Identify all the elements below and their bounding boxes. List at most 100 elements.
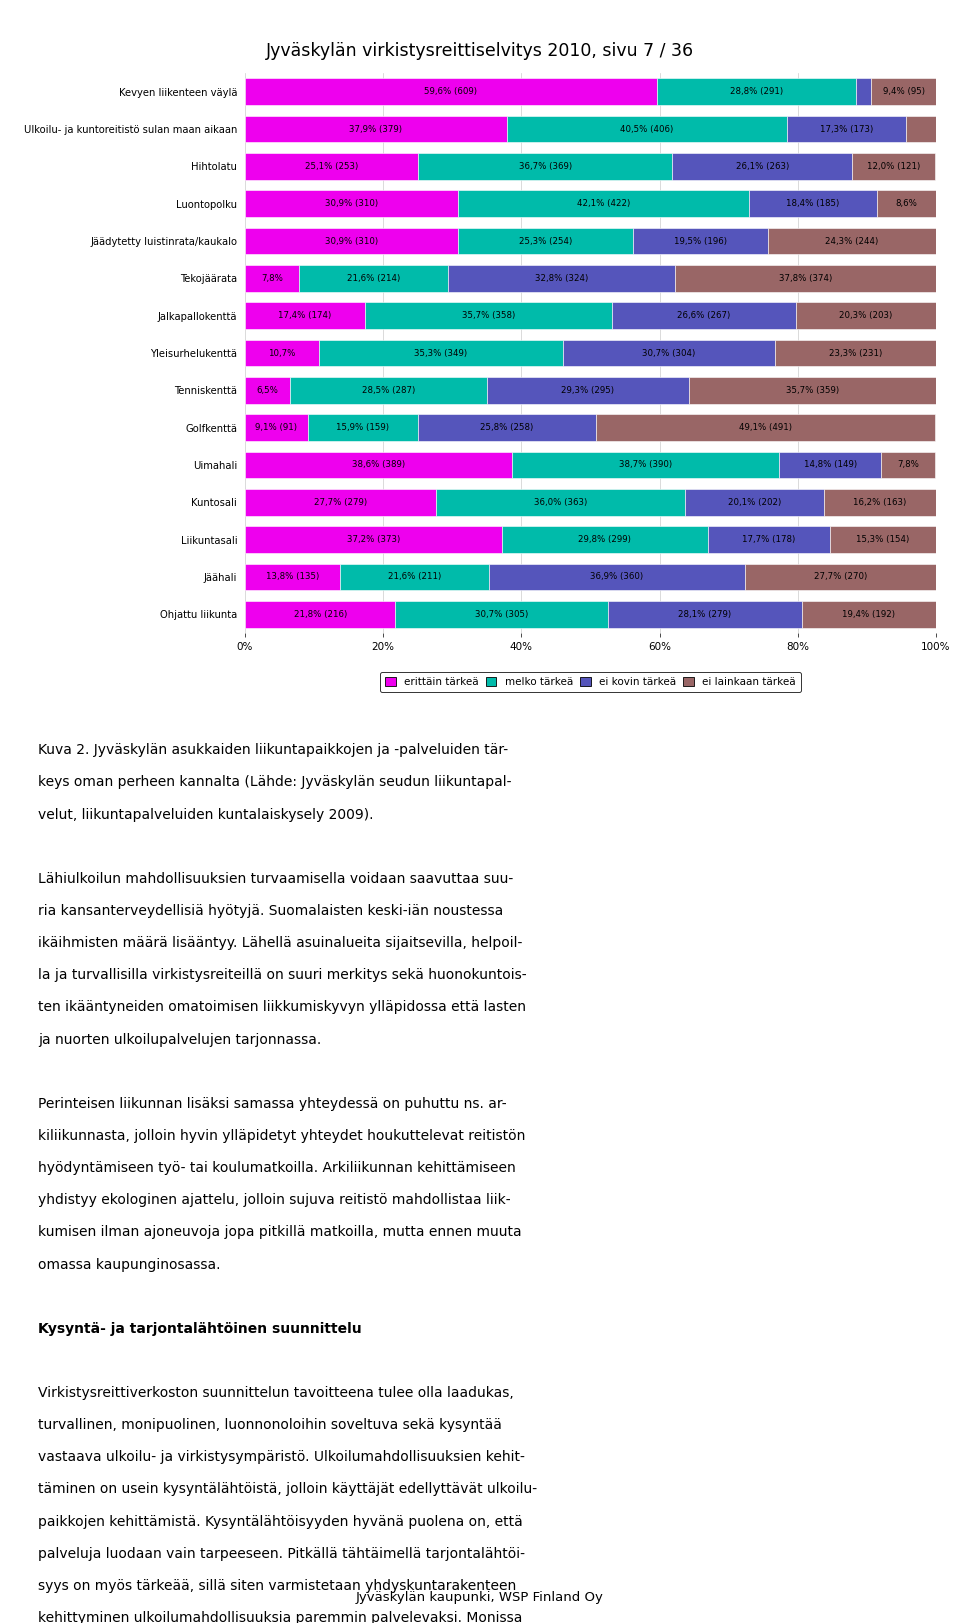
Text: la ja turvallisilla virkistysreiteillä on suuri merkitys sekä huonokuntois-: la ja turvallisilla virkistysreiteillä o…	[38, 969, 527, 982]
Text: yhdistyy ekologinen ajattelu, jolloin sujuva reitistö mahdollistaa liik-: yhdistyy ekologinen ajattelu, jolloin su…	[38, 1193, 511, 1208]
Text: syys on myös tärkeää, sillä siten varmistetaan yhdyskuntarakenteen: syys on myös tärkeää, sillä siten varmis…	[38, 1579, 516, 1592]
Text: turvallinen, monipuolinen, luonnonoloihin soveltuva sekä kysyntää: turvallinen, monipuolinen, luonnonoloihi…	[38, 1419, 502, 1431]
Text: 15,3% (154): 15,3% (154)	[856, 536, 910, 544]
Text: 38,7% (390): 38,7% (390)	[619, 461, 672, 469]
Text: 21,8% (216): 21,8% (216)	[294, 610, 347, 618]
Text: 26,6% (267): 26,6% (267)	[677, 312, 731, 320]
Bar	[563, 339, 775, 367]
Bar	[657, 78, 855, 105]
Bar	[796, 302, 936, 329]
Text: 23,3% (231): 23,3% (231)	[828, 349, 882, 357]
Bar	[245, 526, 502, 553]
Text: ikäihmisten määrä lisääntyy. Lähellä asuinalueita sijaitsevilla, helpoil-: ikäihmisten määrä lisääntyy. Lähellä asu…	[38, 936, 523, 949]
Text: 21,6% (211): 21,6% (211)	[388, 573, 442, 581]
Bar	[750, 190, 876, 217]
Text: 37,8% (374): 37,8% (374)	[779, 274, 832, 282]
Text: 38,6% (389): 38,6% (389)	[351, 461, 405, 469]
Bar	[689, 377, 936, 404]
Text: 12,0% (121): 12,0% (121)	[867, 162, 921, 170]
Text: kiliikunnasta, jolloin hyvin ylläpidetyt yhteydet houkuttelevat reitistön: kiliikunnasta, jolloin hyvin ylläpidetyt…	[38, 1130, 526, 1143]
Text: 30,9% (310): 30,9% (310)	[325, 200, 378, 208]
Bar	[436, 489, 685, 516]
Text: 20,1% (202): 20,1% (202)	[728, 498, 781, 506]
Bar	[512, 451, 780, 479]
Bar	[596, 414, 935, 441]
Bar	[245, 115, 507, 143]
Text: 6,5%: 6,5%	[256, 386, 278, 394]
Bar	[490, 563, 745, 591]
Text: 37,2% (373): 37,2% (373)	[347, 536, 400, 544]
Text: 25,1% (253): 25,1% (253)	[305, 162, 358, 170]
Bar	[507, 115, 786, 143]
Text: ria kansanterveydellisiä hyötyjä. Suomalaisten keski-iän noustessa: ria kansanterveydellisiä hyötyjä. Suomal…	[38, 904, 504, 919]
Bar	[396, 601, 608, 628]
Bar	[365, 302, 612, 329]
Bar	[634, 227, 768, 255]
Bar	[502, 526, 708, 553]
Bar	[419, 153, 672, 180]
Bar	[852, 153, 935, 180]
Text: 13,8% (135): 13,8% (135)	[266, 573, 319, 581]
Text: 30,7% (305): 30,7% (305)	[475, 610, 528, 618]
Text: 35,7% (359): 35,7% (359)	[786, 386, 839, 394]
Bar	[308, 414, 418, 441]
Text: palveluja luodaan vain tarpeeseen. Pitkällä tähtäimellä tarjontalähtöi-: palveluja luodaan vain tarpeeseen. Pitkä…	[38, 1547, 525, 1561]
Text: 30,9% (310): 30,9% (310)	[325, 237, 378, 245]
Bar	[775, 339, 936, 367]
Bar	[708, 526, 830, 553]
Text: keys oman perheen kannalta (Lähde: Jyväskylän seudun liikuntapal-: keys oman perheen kannalta (Lähde: Jyväs…	[38, 776, 512, 789]
Text: 9,4% (95): 9,4% (95)	[882, 88, 924, 96]
Text: 35,3% (349): 35,3% (349)	[414, 349, 468, 357]
Text: 26,1% (263): 26,1% (263)	[735, 162, 789, 170]
Bar	[245, 414, 308, 441]
Text: 18,4% (185): 18,4% (185)	[786, 200, 840, 208]
Bar	[458, 190, 750, 217]
Text: 36,0% (363): 36,0% (363)	[534, 498, 588, 506]
Text: 24,3% (244): 24,3% (244)	[826, 237, 878, 245]
Bar	[245, 190, 458, 217]
Bar	[675, 265, 936, 292]
Text: vastaava ulkoilu- ja virkistysympäristö. Ulkoilumahdollisuuksien kehit-: vastaava ulkoilu- ja virkistysympäristö.…	[38, 1451, 525, 1464]
Text: 14,8% (149): 14,8% (149)	[804, 461, 857, 469]
Text: 9,1% (91): 9,1% (91)	[255, 424, 298, 432]
Text: 19,4% (192): 19,4% (192)	[843, 610, 896, 618]
Text: 36,7% (369): 36,7% (369)	[518, 162, 572, 170]
Text: 36,9% (360): 36,9% (360)	[590, 573, 643, 581]
Text: täminen on usein kysyntälähtöistä, jolloin käyttäjät edellyttävät ulkoilu-: täminen on usein kysyntälähtöistä, jollo…	[38, 1482, 538, 1496]
Bar	[448, 265, 675, 292]
Bar	[418, 414, 596, 441]
Text: 19,5% (196): 19,5% (196)	[674, 237, 727, 245]
Bar	[802, 601, 936, 628]
Text: 21,6% (214): 21,6% (214)	[347, 274, 400, 282]
Bar	[290, 377, 487, 404]
Bar	[245, 153, 419, 180]
Text: 16,2% (163): 16,2% (163)	[853, 498, 906, 506]
Bar	[608, 601, 802, 628]
Text: hyödyntämiseen työ- tai koulumatkoilla. Arkiliikunnan kehittämiseen: hyödyntämiseen työ- tai koulumatkoilla. …	[38, 1160, 516, 1175]
Text: Kuva 2. Jyväskylän asukkaiden liikuntapaikkojen ja -palveluiden tär-: Kuva 2. Jyväskylän asukkaiden liikuntapa…	[38, 743, 509, 758]
Bar	[906, 115, 937, 143]
Bar	[245, 265, 299, 292]
Text: Jyväskylän kaupunki, WSP Finland Oy: Jyväskylän kaupunki, WSP Finland Oy	[356, 1591, 604, 1604]
Bar	[780, 451, 881, 479]
Bar	[245, 563, 340, 591]
Text: 17,4% (174): 17,4% (174)	[278, 312, 331, 320]
Text: 20,3% (203): 20,3% (203)	[839, 312, 893, 320]
Bar	[245, 302, 365, 329]
Text: Lähiulkoilun mahdollisuuksien turvaamisella voidaan saavuttaa suu-: Lähiulkoilun mahdollisuuksien turvaamise…	[38, 872, 514, 886]
Text: Kysyntä- ja tarjontalähtöinen suunnittelu: Kysyntä- ja tarjontalähtöinen suunnittel…	[38, 1321, 362, 1336]
Text: 29,8% (299): 29,8% (299)	[579, 536, 632, 544]
Text: Perinteisen liikunnan lisäksi samassa yhteydessä on puhuttu ns. ar-: Perinteisen liikunnan lisäksi samassa yh…	[38, 1097, 507, 1110]
Bar	[612, 302, 796, 329]
Text: 49,1% (491): 49,1% (491)	[739, 424, 792, 432]
Text: 27,7% (279): 27,7% (279)	[314, 498, 367, 506]
Text: 17,7% (178): 17,7% (178)	[742, 536, 796, 544]
Text: 28,1% (279): 28,1% (279)	[678, 610, 732, 618]
Bar	[245, 451, 512, 479]
Bar	[319, 339, 563, 367]
Text: 10,7%: 10,7%	[268, 349, 296, 357]
Bar	[245, 377, 290, 404]
Text: paikkojen kehittämistä. Kysyntälähtöisyyden hyvänä puolena on, että: paikkojen kehittämistä. Kysyntälähtöisyy…	[38, 1514, 523, 1529]
Bar	[786, 115, 906, 143]
Text: 29,3% (295): 29,3% (295)	[562, 386, 614, 394]
